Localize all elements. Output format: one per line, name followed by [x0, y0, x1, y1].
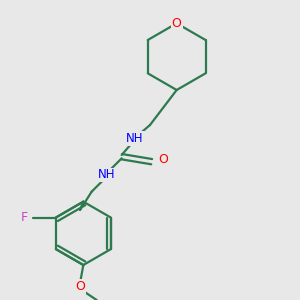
Text: F: F [21, 211, 28, 224]
Text: O: O [158, 154, 168, 166]
Text: O: O [75, 280, 85, 293]
Text: O: O [172, 17, 182, 30]
Text: NH: NH [126, 132, 144, 145]
Text: NH: NH [98, 169, 116, 182]
